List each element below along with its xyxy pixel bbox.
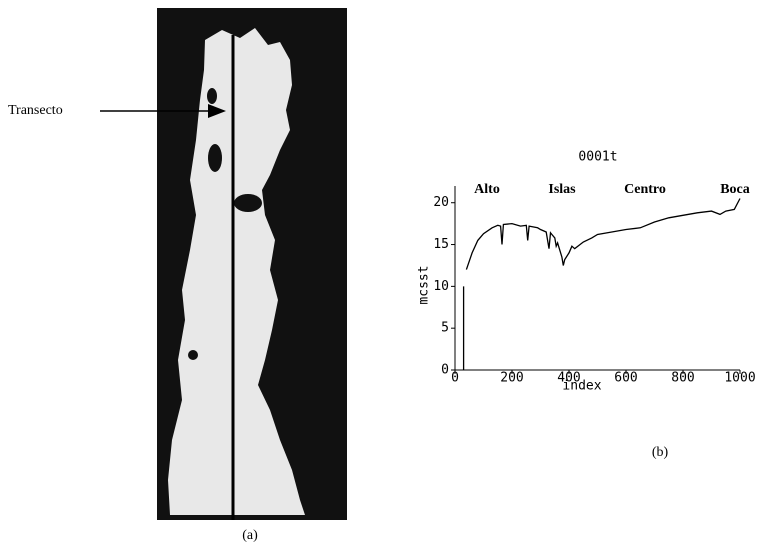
panel-label: (b): [652, 445, 669, 460]
data-line: [462, 198, 741, 370]
region-label: Islas: [548, 182, 576, 197]
arrow-head: [208, 104, 226, 118]
chart-title: 0001t: [578, 150, 617, 165]
x-tick-label: 400: [557, 371, 580, 386]
panel-label: (a): [242, 528, 258, 543]
island: [234, 194, 262, 212]
x-axis-label: index: [562, 379, 601, 394]
x-tick-label: 800: [671, 371, 694, 386]
x-tick-label: 600: [614, 371, 637, 386]
y-tick-label: 10: [433, 279, 449, 294]
y-axis-label: mcsst: [417, 265, 432, 304]
island: [208, 144, 222, 172]
x-tick-label: 0: [451, 371, 459, 386]
region-label: Boca: [720, 182, 750, 197]
island: [188, 350, 198, 360]
y-tick-label: 5: [441, 321, 449, 336]
y-tick-label: 0: [441, 363, 449, 378]
x-tick-label: 1000: [724, 371, 755, 386]
x-tick-label: 200: [500, 371, 523, 386]
region-label: Centro: [624, 182, 666, 197]
island: [207, 88, 217, 104]
y-tick-label: 15: [433, 237, 449, 252]
estuary-water: [168, 28, 305, 515]
region-label: Alto: [474, 182, 500, 197]
y-tick-label: 20: [433, 195, 449, 210]
satellite-image: [157, 8, 347, 520]
transect-label: Transecto: [8, 103, 63, 118]
